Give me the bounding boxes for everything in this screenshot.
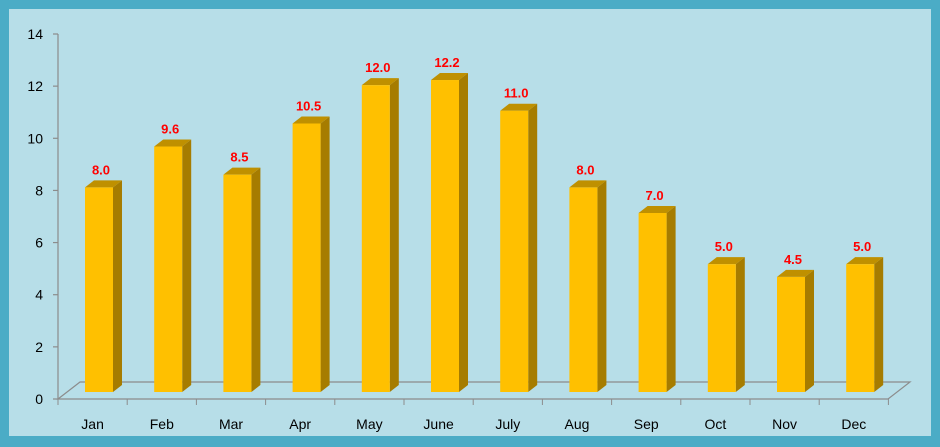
x-tick-label: Apr	[289, 416, 311, 432]
bar	[638, 213, 667, 392]
bar-top	[569, 180, 607, 188]
bar-top	[85, 180, 122, 188]
bar	[500, 110, 529, 392]
y-tick-label: 14	[27, 26, 43, 42]
x-tick-label: Dec	[841, 416, 866, 432]
x-tick-label: June	[423, 416, 454, 432]
bar-side	[320, 116, 330, 392]
data-label: 8.0	[92, 162, 110, 177]
bar-side	[874, 257, 884, 392]
bar	[569, 187, 598, 392]
data-label: 8.5	[230, 150, 248, 165]
y-tick-label: 12	[27, 78, 43, 94]
data-label: 12.0	[365, 60, 390, 75]
data-label: 11.0	[504, 86, 529, 101]
y-tick-label: 0	[35, 391, 43, 407]
x-tick-label: Mar	[219, 416, 243, 432]
bar	[85, 187, 113, 392]
bar	[431, 80, 459, 393]
y-tick-label: 4	[35, 287, 43, 303]
bar-top	[431, 73, 468, 81]
data-label: 5.0	[853, 239, 871, 254]
bar-top	[223, 167, 261, 175]
bar-top	[292, 116, 330, 124]
bar	[707, 264, 736, 392]
bar	[777, 276, 805, 392]
y-tick-label: 10	[27, 130, 43, 146]
bar-side	[459, 73, 468, 393]
data-label: 9.6	[161, 122, 179, 137]
data-label: 12.2	[434, 55, 459, 70]
bar-side	[528, 103, 538, 392]
x-tick-label: Feb	[150, 416, 174, 432]
y-tick-label: 2	[35, 339, 43, 355]
data-label: 8.0	[576, 162, 594, 177]
y-tick-label: 6	[35, 235, 43, 251]
bar-top	[361, 78, 399, 86]
bar-side	[113, 180, 122, 392]
bar	[361, 85, 390, 393]
x-tick-label: July	[495, 416, 520, 432]
bar-top	[638, 206, 676, 213]
bar-top	[500, 103, 538, 111]
bar-top	[154, 139, 192, 147]
bar-side	[251, 167, 261, 392]
x-tick-label: Sep	[634, 416, 659, 432]
x-tick-label: May	[356, 416, 382, 432]
x-tick-label: Aug	[565, 416, 590, 432]
bar	[846, 264, 875, 392]
data-label: 10.5	[296, 99, 321, 114]
data-label: 7.0	[646, 188, 664, 203]
x-tick-label: Jan	[81, 416, 104, 432]
bar-side	[735, 257, 745, 392]
bar-side	[666, 206, 676, 392]
x-tick-label: Oct	[705, 416, 727, 432]
bar-side	[805, 269, 814, 392]
bar-top	[846, 257, 884, 265]
bar-top	[777, 269, 814, 277]
y-tick-label: 8	[35, 182, 43, 198]
bar-side	[182, 139, 192, 392]
bar	[154, 146, 183, 392]
bar-top	[707, 257, 745, 265]
bar	[223, 174, 252, 392]
bar-side	[597, 180, 607, 392]
bar-side	[389, 78, 399, 393]
data-label: 4.5	[784, 252, 802, 267]
x-tick-label: Nov	[772, 416, 797, 432]
data-label: 5.0	[715, 239, 733, 254]
bar	[292, 123, 321, 392]
